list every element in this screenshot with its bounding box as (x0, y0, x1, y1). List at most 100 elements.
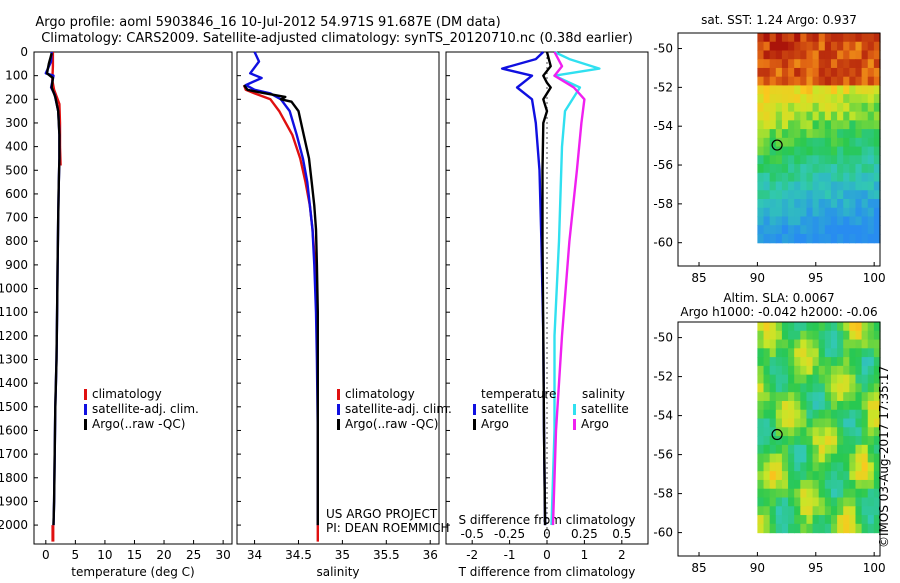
map-cell (806, 523, 814, 534)
map-cell (843, 348, 850, 358)
map-cell (873, 339, 881, 349)
legend-header-temperature: temperature (481, 387, 556, 401)
map-cell (763, 348, 771, 358)
map-cell (794, 129, 801, 139)
map-cell (873, 348, 881, 358)
map-cell (873, 164, 881, 174)
map-cell (818, 322, 826, 332)
map-cell (873, 41, 881, 52)
map-cell (769, 67, 777, 78)
map-cell (769, 225, 777, 235)
plot-frame (236, 51, 440, 545)
map-cell (794, 427, 801, 437)
map-cell (794, 190, 801, 200)
legend-label: satellite (481, 402, 529, 416)
map-cell (757, 392, 765, 402)
map-cell (788, 506, 795, 516)
depth-tick-label: 800 (5, 234, 28, 248)
map-cell (757, 497, 765, 507)
map-cell (855, 146, 863, 156)
map-cell (757, 164, 765, 174)
map-cell (867, 330, 875, 341)
legend-label: climatology (92, 387, 162, 401)
map-cell (855, 506, 863, 516)
map-cell (861, 164, 869, 174)
title-line-2: Climatology: CARS2009. Satellite-adjuste… (41, 31, 633, 46)
map-cell (794, 444, 801, 455)
map-cell (830, 365, 838, 376)
map-cell (824, 120, 832, 130)
map-cell (843, 85, 850, 95)
map-cell (849, 444, 857, 455)
map-cell (794, 102, 801, 113)
map-cell (794, 339, 801, 349)
map-cell (824, 33, 832, 43)
series-line-s-argo (551, 51, 586, 526)
map-cell (757, 225, 765, 235)
map-cell (867, 357, 875, 367)
map-cell (775, 365, 783, 376)
map-cell (873, 418, 881, 428)
map-cell (769, 515, 777, 525)
map-cell (794, 418, 801, 428)
map-cell (837, 322, 844, 332)
map-cell (800, 365, 808, 376)
map-cell (873, 155, 881, 165)
map-cell (849, 479, 857, 490)
map-cell (837, 94, 844, 104)
map-cell (775, 102, 783, 113)
x-tick-label: 35.5 (373, 548, 400, 562)
map-cell (824, 453, 832, 463)
map-cell (830, 146, 838, 156)
map-cell (843, 462, 850, 472)
map-cell (818, 164, 826, 174)
map-cell (757, 322, 765, 332)
map-cell (849, 120, 857, 130)
map-cell (781, 94, 789, 104)
map-cell (843, 365, 850, 376)
map-cell (867, 523, 875, 534)
depth-tick-label: 1700 (0, 447, 28, 461)
map-cell (824, 488, 832, 499)
map-cell (824, 374, 832, 385)
map-cell (812, 155, 820, 165)
map-cell (769, 233, 777, 244)
map-cell (824, 497, 832, 507)
map-cell (861, 129, 869, 139)
map-cell (812, 111, 820, 121)
map-cell (824, 436, 832, 446)
map-cell (830, 409, 838, 420)
map-cell (830, 199, 838, 209)
map-cell (781, 506, 789, 516)
map-cell (794, 383, 801, 393)
x-tick-label: 25 (186, 548, 201, 562)
map-cell (800, 111, 808, 121)
map-cell (775, 94, 783, 104)
map-cell (843, 427, 850, 437)
map-cell (830, 155, 838, 165)
map-cell (757, 190, 765, 200)
map-cell (763, 444, 771, 455)
map-cell (806, 365, 814, 376)
legend-label: climatology (345, 387, 415, 401)
map-cell (818, 137, 826, 148)
map-cell (830, 322, 838, 332)
map-cell (763, 418, 771, 428)
map-cell (775, 111, 783, 121)
map-cell (855, 523, 863, 534)
map-cell (788, 357, 795, 367)
map-cell (861, 33, 869, 43)
map-cell (837, 462, 844, 472)
map-cell (769, 348, 777, 358)
map-cell (824, 41, 832, 52)
map-cell (757, 348, 765, 358)
map-cell (812, 365, 820, 376)
map-cell (855, 120, 863, 130)
project-label: US ARGO PROJECT (326, 507, 438, 521)
map-cell (843, 225, 850, 235)
map-cell (837, 129, 844, 139)
map-cell (763, 85, 771, 95)
map-cell (818, 146, 826, 156)
map-cell (769, 392, 777, 402)
map-cell (855, 383, 863, 393)
